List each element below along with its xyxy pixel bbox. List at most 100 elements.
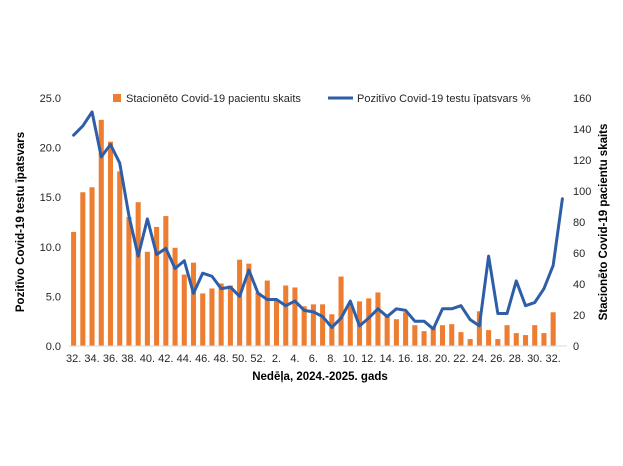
bar — [550, 312, 556, 346]
bar — [421, 331, 427, 346]
line-point — [395, 307, 398, 310]
bar — [135, 202, 141, 346]
line-point — [524, 304, 527, 307]
bar — [144, 251, 150, 346]
y-right-tick-label: 0 — [573, 341, 579, 353]
line-point — [367, 316, 370, 320]
bar — [393, 319, 399, 346]
line-point — [256, 292, 260, 295]
bar — [504, 325, 510, 346]
y-left-tick-label: 20.0 — [40, 143, 61, 155]
bar — [89, 187, 95, 346]
legend-swatch-bar — [113, 94, 121, 102]
x-tick-label: 12. — [361, 353, 376, 365]
line-point — [183, 259, 186, 262]
line-point — [404, 309, 407, 312]
bar — [283, 285, 289, 346]
y-right-tick-label: 80 — [573, 217, 585, 229]
line-point — [339, 316, 343, 320]
x-tick-label: 24. — [472, 353, 487, 365]
bar — [476, 311, 482, 346]
line-point — [164, 247, 168, 250]
x-axis-title: Nedēļa, 2024.-2025. gads — [252, 371, 388, 383]
line-point — [312, 310, 315, 314]
line-point — [229, 285, 232, 289]
bar — [181, 274, 187, 346]
x-tick-label: 30. — [527, 353, 542, 365]
bar — [513, 333, 519, 346]
line-point — [210, 275, 214, 278]
bar — [495, 339, 501, 346]
line-point — [459, 304, 463, 307]
x-tick-label: 26. — [490, 353, 505, 365]
bar — [532, 325, 538, 346]
bar — [375, 292, 381, 346]
line-point — [496, 312, 500, 315]
line-series-positive-rate — [72, 110, 564, 331]
x-tick-label: 8. — [327, 353, 336, 365]
line-point — [385, 315, 389, 318]
line-point — [330, 326, 334, 329]
line-point — [302, 309, 306, 312]
x-tick-label: 16. — [398, 353, 413, 365]
x-tick-label: 46. — [195, 353, 210, 365]
line-point — [487, 254, 490, 258]
bar — [338, 276, 344, 346]
line-point — [192, 292, 195, 295]
y-right-tick-label: 160 — [573, 93, 591, 105]
line-point — [109, 143, 112, 146]
bar — [190, 262, 197, 346]
bar — [439, 325, 446, 346]
line-point — [321, 315, 324, 318]
bar — [292, 287, 298, 346]
x-tick-label: 2. — [272, 353, 281, 365]
bar — [117, 171, 123, 346]
line-point — [551, 264, 555, 267]
bar — [430, 327, 436, 346]
x-tick-label: 38. — [121, 353, 136, 365]
line-point — [376, 307, 380, 310]
line-point — [450, 307, 453, 310]
line-point — [146, 217, 149, 221]
bar — [172, 247, 178, 346]
line-point — [432, 327, 435, 331]
x-tick-labels: 32. 34. 36. 38. 40. 42. 44. 46. 48. 50. 52. 2. 4. 6. 8… — [66, 353, 561, 365]
bar — [126, 217, 132, 346]
bar — [71, 231, 77, 346]
bar — [237, 259, 243, 346]
y-left-tick-label: 10.0 — [40, 242, 61, 254]
y-left-tick-labels: 0.0 5.0 10.0 15.0 20.0 25.0 — [40, 93, 61, 353]
line-point — [118, 161, 121, 165]
bar — [98, 119, 104, 346]
y-left-tick-label: 0.0 — [46, 341, 61, 353]
x-tick-label: 36. — [103, 353, 118, 365]
line-point — [219, 287, 223, 290]
line-point — [349, 299, 352, 303]
x-tick-label: 34. — [84, 353, 99, 365]
line-point — [173, 267, 177, 270]
bar — [246, 263, 252, 346]
line-point — [81, 124, 85, 128]
x-tick-label: 48. — [214, 353, 229, 365]
bar — [154, 226, 160, 346]
bar — [200, 293, 206, 346]
y-left-tick-label: 25.0 — [40, 93, 61, 105]
bar — [273, 299, 280, 346]
x-tick-label: 52. — [250, 353, 265, 365]
bar — [107, 141, 114, 346]
bar — [209, 288, 215, 346]
y-right-axis-title: Stacionēto Covid-19 pacientu skaits — [598, 124, 610, 321]
y-right-tick-label: 60 — [573, 248, 585, 260]
y-left-axis-title: Pozitīvo Covid-19 testu īpatsvars — [15, 132, 27, 312]
bar — [264, 280, 270, 346]
legend: Stacionēto Covid-19 pacientu skaits Pozi… — [113, 93, 531, 105]
bar — [80, 192, 86, 346]
bar — [301, 306, 307, 346]
line-point — [266, 298, 269, 301]
line-point — [72, 134, 75, 137]
line-point — [505, 312, 509, 315]
bar — [310, 304, 316, 346]
bar — [384, 315, 390, 346]
line-points — [72, 110, 564, 331]
